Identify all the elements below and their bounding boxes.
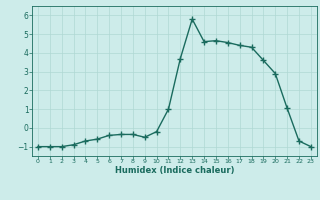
X-axis label: Humidex (Indice chaleur): Humidex (Indice chaleur) [115, 166, 234, 175]
